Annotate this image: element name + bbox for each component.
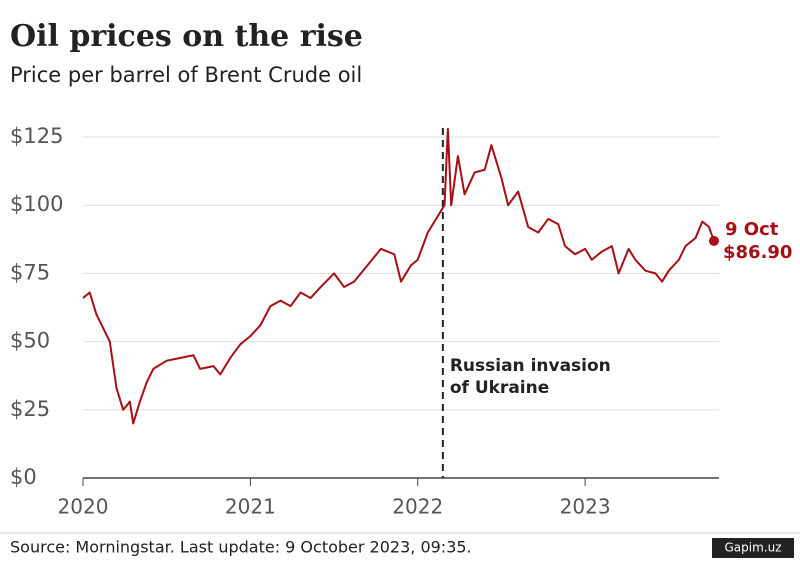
chart-title: Oil prices on the rise	[10, 19, 363, 54]
y-tick-label: $0	[10, 465, 37, 489]
y-tick-label: $50	[10, 329, 50, 353]
watermark: Gapim.uz	[724, 541, 781, 555]
line	[82, 127, 715, 425]
logo-box	[712, 538, 794, 558]
end-date-label: 9 Oct	[725, 219, 779, 240]
annotation-text: Russian invasion	[450, 356, 611, 376]
end-marker	[708, 235, 719, 246]
annotation-text: of Ukraine	[450, 378, 549, 398]
source: Source: Morningstar. Last update: 9 Octo…	[10, 538, 472, 557]
end-value-label: $86.90	[723, 242, 792, 263]
y-tick-label: $125	[10, 124, 63, 148]
y-tick-label: $75	[10, 260, 50, 284]
y-tick-label: $100	[10, 192, 63, 216]
x-tick-label: 2020	[58, 495, 109, 519]
chart-subtitle: Price per barrel of Brent Crude oil	[10, 63, 362, 87]
y-tick-label: $25	[10, 397, 50, 421]
x-tick-label: 2022	[392, 495, 443, 519]
x-tick-label: 2023	[560, 495, 611, 519]
x-tick-label: 2021	[225, 495, 276, 519]
